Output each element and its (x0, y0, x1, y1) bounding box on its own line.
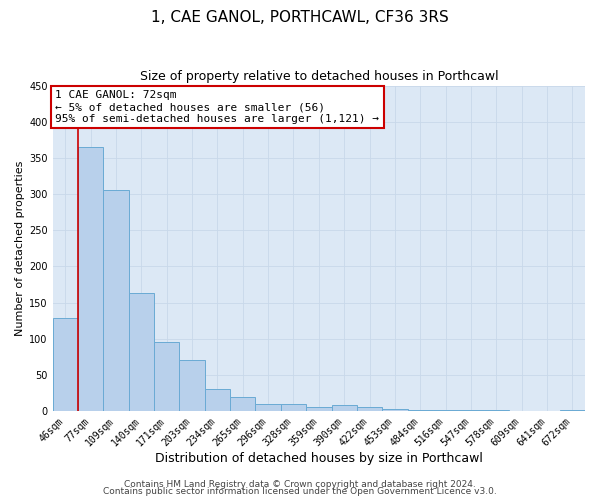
Text: Contains HM Land Registry data © Crown copyright and database right 2024.: Contains HM Land Registry data © Crown c… (124, 480, 476, 489)
Title: Size of property relative to detached houses in Porthcawl: Size of property relative to detached ho… (140, 70, 498, 83)
Text: 1, CAE GANOL, PORTHCAWL, CF36 3RS: 1, CAE GANOL, PORTHCAWL, CF36 3RS (151, 10, 449, 25)
Bar (179, 360, 205, 411)
Text: 1 CAE GANOL: 72sqm
← 5% of detached houses are smaller (56)
95% of semi-detached: 1 CAE GANOL: 72sqm ← 5% of detached hous… (55, 90, 379, 124)
Bar (407, 410, 433, 411)
Bar (357, 408, 382, 411)
Bar (129, 293, 154, 411)
Bar (306, 406, 332, 411)
Y-axis label: Number of detached properties: Number of detached properties (15, 160, 25, 336)
Bar (230, 396, 256, 411)
Bar (332, 405, 357, 411)
Bar (458, 410, 484, 411)
Bar (484, 410, 509, 411)
Text: Contains public sector information licensed under the Open Government Licence v3: Contains public sector information licen… (103, 487, 497, 496)
Bar (78, 147, 103, 411)
Bar (382, 409, 407, 411)
Bar (256, 404, 281, 411)
Bar (560, 410, 585, 411)
Bar (205, 390, 230, 411)
X-axis label: Distribution of detached houses by size in Porthcawl: Distribution of detached houses by size … (155, 452, 483, 465)
Bar (53, 318, 78, 411)
Bar (281, 404, 306, 411)
Bar (433, 410, 458, 411)
Bar (154, 342, 179, 411)
Bar (103, 190, 129, 411)
